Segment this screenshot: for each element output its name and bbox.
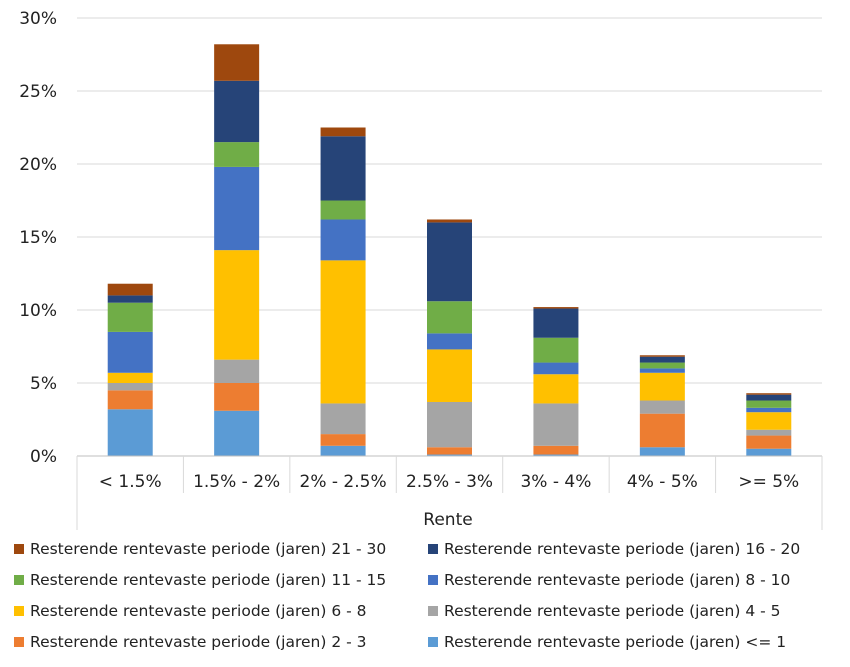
y-tick-label: 30% <box>19 9 57 29</box>
bar-segment <box>214 383 260 411</box>
legend-swatch <box>14 544 24 554</box>
legend-swatch <box>428 637 438 647</box>
y-tick-label: 25% <box>19 82 57 102</box>
legend-item: Resterende rentevaste periode (jaren) 2 … <box>14 633 367 651</box>
x-tick-label: 4% - 5% <box>627 472 698 492</box>
legend-label: Resterende rentevaste periode (jaren) 6 … <box>30 602 367 620</box>
bar-segment <box>639 355 685 357</box>
bar-segment <box>107 372 153 383</box>
bar-segment <box>533 374 579 404</box>
bar-segment <box>214 80 260 143</box>
x-tick-label: 2.5% - 3% <box>406 472 493 492</box>
x-tick-label: 1.5% - 2% <box>193 472 280 492</box>
legend-item: Resterende rentevaste periode (jaren) <=… <box>428 633 786 651</box>
legend-item: Resterende rentevaste periode (jaren) 16… <box>428 540 800 558</box>
bar-segment <box>533 308 579 338</box>
bar-segment <box>320 200 366 220</box>
bar-segment <box>320 127 366 137</box>
legend-item: Resterende rentevaste periode (jaren) 21… <box>14 540 386 558</box>
bar-segment <box>427 401 472 448</box>
legend-item: Resterende rentevaste periode (jaren) 8 … <box>428 571 790 589</box>
bar-segment <box>639 372 685 401</box>
x-axis: < 1.5% 1.5% - 2% 2% - 2.5% 2.5% - 3% 3% - 4%… <box>76 455 823 530</box>
bar-segment <box>639 413 685 448</box>
bar-segment <box>107 390 153 410</box>
bar-segment <box>639 368 685 373</box>
bar-segment <box>107 302 153 332</box>
legend-swatch <box>428 606 438 616</box>
legend-label: Resterende rentevaste periode (jaren) 4 … <box>444 602 781 620</box>
legend-label: Resterende rentevaste periode (jaren) <=… <box>444 633 787 651</box>
bars <box>107 44 792 456</box>
bar-segment <box>746 407 792 413</box>
legend-swatch <box>428 575 438 585</box>
bar-segment <box>533 445 579 455</box>
legend-label: Resterende rentevaste periode (jaren) 2 … <box>30 633 367 651</box>
bar-segment <box>107 409 153 456</box>
x-tick-label: < 1.5% <box>99 472 162 492</box>
y-tick-label: 10% <box>19 301 57 321</box>
bar-segment <box>639 400 685 414</box>
y-tick-label: 0% <box>30 447 57 467</box>
bar-segment <box>320 136 366 201</box>
bar-segment <box>214 250 260 360</box>
bar-segment <box>746 412 792 430</box>
bar-segment <box>639 447 685 456</box>
legend-label: Resterende rentevaste periode (jaren) 11… <box>30 571 387 589</box>
bar-segment <box>427 349 472 402</box>
bar-segment <box>427 219 472 223</box>
legend-swatch <box>14 606 24 616</box>
bar-segment <box>214 44 260 81</box>
bar-segment <box>320 403 366 435</box>
bar-segment <box>427 454 472 456</box>
bar-segment <box>107 331 153 373</box>
bar-segment <box>107 383 153 391</box>
legend-swatch <box>14 637 24 647</box>
y-axis-ticks: 0% 5% 10% 15% 20% 25% 30% <box>19 9 57 467</box>
legend-label: Resterende rentevaste periode (jaren) 8 … <box>444 571 791 589</box>
bar-segment <box>746 435 792 449</box>
legend-label: Resterende rentevaste periode (jaren) 21… <box>30 540 387 558</box>
bar-segment <box>746 393 792 395</box>
bar-segment <box>214 166 260 251</box>
bar-segment <box>533 362 579 375</box>
bar-segment <box>746 400 792 408</box>
bar-segment <box>320 445 366 456</box>
legend-item: Resterende rentevaste periode (jaren) 6 … <box>14 602 367 620</box>
bar-segment <box>214 142 260 167</box>
bar-segment <box>533 454 579 456</box>
bar-segment <box>214 410 260 456</box>
bar-segment <box>427 447 472 455</box>
bar-segment <box>746 394 792 401</box>
y-tick-label: 15% <box>19 228 57 248</box>
bar-segment <box>427 301 472 334</box>
bar-segment <box>214 359 260 383</box>
bar-segment <box>320 434 366 446</box>
legend-swatch <box>14 575 24 585</box>
legend-item: Resterende rentevaste periode (jaren) 4 … <box>428 602 781 620</box>
y-tick-label: 5% <box>30 374 57 394</box>
x-tick-label: 3% - 4% <box>520 472 591 492</box>
bar-segment <box>639 356 685 363</box>
bar-segment <box>320 219 366 261</box>
bar-segment <box>746 448 792 456</box>
legend-label: Resterende rentevaste periode (jaren) 16… <box>444 540 801 558</box>
bar-segment <box>427 333 472 350</box>
bar-segment <box>533 337 579 363</box>
bar-segment <box>533 403 579 446</box>
bar-segment <box>107 283 153 296</box>
x-axis-label: Rente <box>423 510 472 530</box>
legend-swatch <box>428 544 438 554</box>
bar-segment <box>533 307 579 309</box>
bar-segment <box>320 260 366 404</box>
y-tick-label: 20% <box>19 155 57 175</box>
bar-segment <box>427 222 472 302</box>
bar-segment <box>107 295 153 303</box>
x-tick-label: >= 5% <box>738 472 799 492</box>
bar-segment <box>639 362 685 369</box>
bar-segment <box>746 429 792 436</box>
legend-item: Resterende rentevaste periode (jaren) 11… <box>14 571 386 589</box>
x-tick-label: 2% - 2.5% <box>300 472 387 492</box>
